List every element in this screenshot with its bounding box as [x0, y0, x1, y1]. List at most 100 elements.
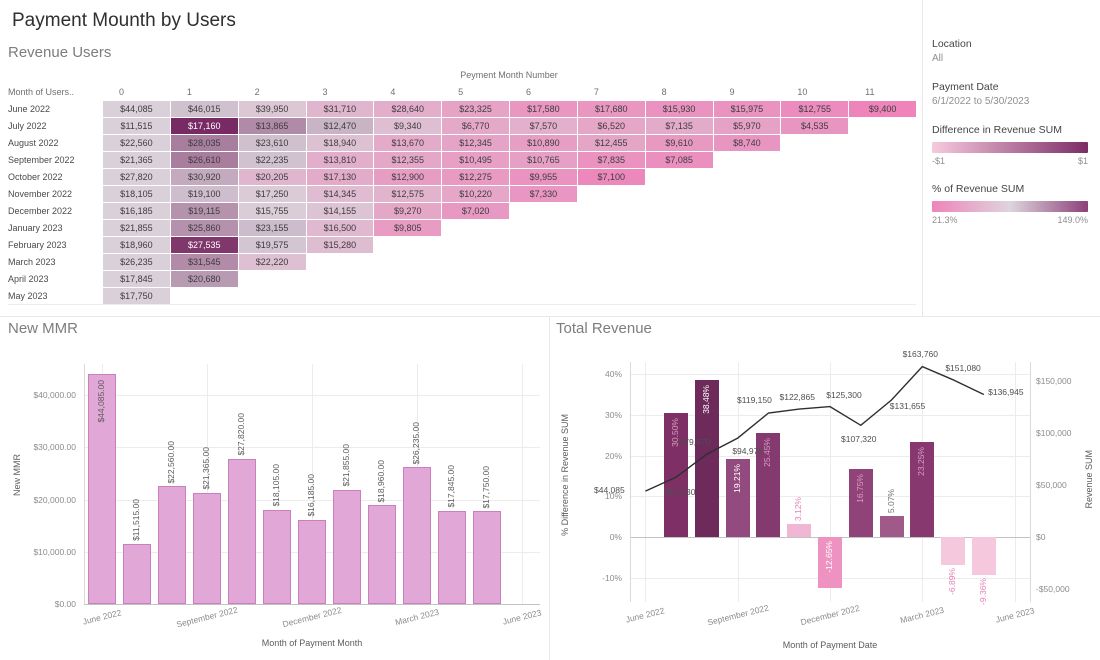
heatmap-cell[interactable]: $17,845	[103, 271, 170, 287]
heatmap-cell[interactable]: $30,920	[170, 169, 238, 185]
heatmap-cell[interactable]: $17,750	[103, 288, 170, 304]
heatmap-cell[interactable]: $9,805	[374, 220, 442, 236]
heatmap-cell[interactable]: $6,770	[442, 118, 509, 134]
heatmap-cell[interactable]: $19,100	[170, 186, 238, 202]
heatmap-cell[interactable]: $18,960	[103, 237, 170, 253]
heatmap-cell[interactable]: $17,680	[577, 101, 645, 117]
heatmap-cell[interactable]: $23,155	[238, 220, 306, 236]
heatmap-cell[interactable]: $21,855	[103, 220, 170, 236]
heatmap-cell[interactable]: $9,270	[374, 203, 442, 219]
heatmap-cell[interactable]: $18,940	[306, 135, 374, 151]
mmr-bar[interactable]	[227, 458, 256, 604]
heatmap-cell[interactable]: $15,280	[306, 237, 374, 253]
location-filter-value[interactable]: All	[932, 53, 944, 64]
heatmap-cell[interactable]: $4,535	[781, 118, 849, 134]
heatmap-cell[interactable]: $12,275	[442, 169, 509, 185]
heatmap-cell[interactable]: $7,135	[645, 118, 713, 134]
mmr-bar[interactable]	[262, 509, 291, 604]
heatmap-cell[interactable]: $44,085	[103, 101, 170, 117]
heatmap-cell[interactable]: $16,500	[306, 220, 374, 236]
heatmap-cell[interactable]: $9,955	[510, 169, 577, 185]
heatmap-cell[interactable]: $10,890	[510, 135, 577, 151]
heatmap-cell[interactable]: $16,185	[103, 203, 170, 219]
heatmap-cell[interactable]: $26,235	[103, 254, 170, 270]
heatmap-cell[interactable]: $7,570	[510, 118, 577, 134]
pct-diff-bar[interactable]	[910, 442, 935, 537]
heatmap-cell[interactable]: $22,235	[238, 152, 306, 168]
mmr-bar[interactable]	[122, 543, 151, 604]
heatmap-cell[interactable]: $17,160	[170, 118, 238, 134]
heatmap-cell[interactable]: $17,130	[306, 169, 374, 185]
heatmap-cell[interactable]: $20,680	[170, 271, 238, 287]
heatmap-cell[interactable]: $13,865	[238, 118, 306, 134]
heatmap-cell[interactable]: $13,670	[374, 135, 442, 151]
pct-diff-bar[interactable]	[818, 536, 842, 589]
heatmap-cell[interactable]: $17,580	[510, 101, 577, 117]
pct-diff-bar[interactable]	[941, 536, 966, 565]
heatmap-cell[interactable]: $10,220	[442, 186, 509, 202]
heatmap-cell[interactable]: $8,740	[713, 135, 781, 151]
heatmap-cell[interactable]: $14,155	[306, 203, 374, 219]
heatmap-cell[interactable]: $17,250	[238, 186, 306, 202]
mmr-bar[interactable]	[157, 486, 186, 604]
heatmap-cell[interactable]: $7,100	[577, 169, 645, 185]
heatmap-cell[interactable]: $12,345	[442, 135, 509, 151]
heatmap-cell[interactable]: $9,610	[645, 135, 713, 151]
heatmap-cell[interactable]: $12,900	[374, 169, 442, 185]
heatmap-cell[interactable]: $9,400	[849, 101, 916, 117]
pct-diff-bar[interactable]	[694, 380, 719, 537]
mmr-bar[interactable]	[473, 511, 502, 604]
heatmap-cell[interactable]: $7,085	[645, 152, 713, 168]
pct-diff-bar[interactable]	[971, 536, 996, 575]
heatmap-cell[interactable]: $19,575	[238, 237, 306, 253]
heatmap-cell[interactable]: $6,520	[577, 118, 645, 134]
mmr-bar[interactable]	[298, 519, 326, 604]
heatmap-cell[interactable]: $12,470	[306, 118, 374, 134]
heatmap-cell[interactable]: $7,835	[577, 152, 645, 168]
heatmap-cell[interactable]: $7,020	[442, 203, 509, 219]
heatmap-cell[interactable]: $20,205	[238, 169, 306, 185]
mmr-bar[interactable]	[438, 510, 467, 604]
mmr-bar[interactable]	[87, 373, 116, 604]
heatmap-cell[interactable]: $12,455	[577, 135, 645, 151]
mmr-bar[interactable]	[192, 492, 221, 604]
heatmap-cell[interactable]: $28,035	[170, 135, 238, 151]
pct-diff-bar[interactable]	[848, 468, 873, 537]
heatmap-cell[interactable]: $11,515	[103, 118, 170, 134]
heatmap-cell[interactable]: $39,950	[238, 101, 306, 117]
heatmap-cell[interactable]: $12,755	[781, 101, 849, 117]
heatmap-cell[interactable]: $15,975	[713, 101, 781, 117]
mmr-bar[interactable]	[333, 489, 362, 604]
heatmap-cell[interactable]: $5,970	[713, 118, 781, 134]
heatmap-cell[interactable]: $15,930	[645, 101, 713, 117]
payment-date-filter-value[interactable]: 6/1/2022 to 5/30/2023	[932, 96, 1030, 107]
heatmap-cell[interactable]: $7,330	[510, 186, 577, 202]
heatmap-cell[interactable]: $21,365	[103, 152, 170, 168]
heatmap-cell[interactable]: $23,610	[238, 135, 306, 151]
pct-diff-bar[interactable]	[879, 516, 904, 537]
pct-diff-bar[interactable]	[725, 458, 750, 537]
mmr-bar[interactable]	[403, 467, 432, 604]
heatmap-cell[interactable]: $31,710	[306, 101, 374, 117]
heatmap-cell[interactable]: $25,860	[170, 220, 238, 236]
heatmap-cell[interactable]: $22,560	[103, 135, 170, 151]
heatmap-cell[interactable]: $28,640	[374, 101, 442, 117]
pct-diff-bar[interactable]	[756, 433, 781, 537]
heatmap-cell[interactable]: $27,820	[103, 169, 170, 185]
heatmap-cell[interactable]: $18,105	[103, 186, 170, 202]
mmr-bar[interactable]	[368, 505, 397, 604]
heatmap-cell[interactable]: $26,610	[170, 152, 238, 168]
heatmap-cell[interactable]: $15,755	[238, 203, 306, 219]
heatmap-cell[interactable]: $10,765	[510, 152, 577, 168]
pct-diff-bar[interactable]	[664, 412, 689, 537]
heatmap-cell[interactable]: $23,325	[442, 101, 509, 117]
pct-diff-bar[interactable]	[787, 524, 812, 537]
heatmap-cell[interactable]: $10,495	[442, 152, 509, 168]
heatmap-cell[interactable]: $19,115	[170, 203, 238, 219]
heatmap-cell[interactable]: $12,575	[374, 186, 442, 202]
heatmap-cell[interactable]: $14,345	[306, 186, 374, 202]
heatmap-cell[interactable]: $46,015	[170, 101, 238, 117]
heatmap-cell[interactable]: $27,535	[170, 237, 238, 253]
heatmap-cell[interactable]: $9,340	[374, 118, 442, 134]
heatmap-cell[interactable]: $22,220	[238, 254, 306, 270]
